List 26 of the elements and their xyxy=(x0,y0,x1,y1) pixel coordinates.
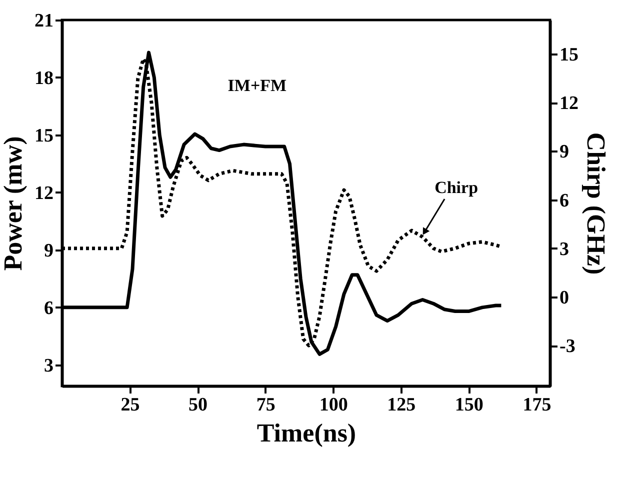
y2-tick-label: 0 xyxy=(560,287,569,308)
y2-tick-label: 15 xyxy=(560,44,578,66)
y2-tick-label: 3 xyxy=(560,238,569,260)
text: Chirp xyxy=(434,178,478,198)
y-tick-label: 9 xyxy=(44,240,54,262)
y2-tick-label: 6 xyxy=(560,190,569,212)
y-tick-label: 15 xyxy=(34,125,54,146)
x-axis-title: Time(ns) xyxy=(256,418,356,448)
y-tick-label: 3 xyxy=(44,355,54,376)
y2-axis-title: Chirp (GHz) xyxy=(582,132,610,275)
x-tick-label: 75 xyxy=(256,394,276,416)
annotation: IM+FM xyxy=(228,76,287,95)
y-tick-label: 6 xyxy=(44,298,54,319)
x-tick-label: 125 xyxy=(387,394,416,416)
y-axis-title: Power (mw) xyxy=(0,136,28,271)
y2-tick-label: 9 xyxy=(560,142,569,163)
y2-tick-label: 12 xyxy=(560,93,578,114)
y-tick-label: 21 xyxy=(34,10,54,32)
x-tick-label: 50 xyxy=(188,394,208,416)
y2-tick-label: -3 xyxy=(560,336,576,358)
y-tick-label: 18 xyxy=(34,68,54,89)
x-tick-label: 100 xyxy=(319,394,348,416)
x-tick-label: 25 xyxy=(120,394,140,416)
y-tick-label: 12 xyxy=(34,182,54,204)
x-tick-label: 150 xyxy=(454,394,484,416)
x-tick-label: 175 xyxy=(522,394,552,416)
